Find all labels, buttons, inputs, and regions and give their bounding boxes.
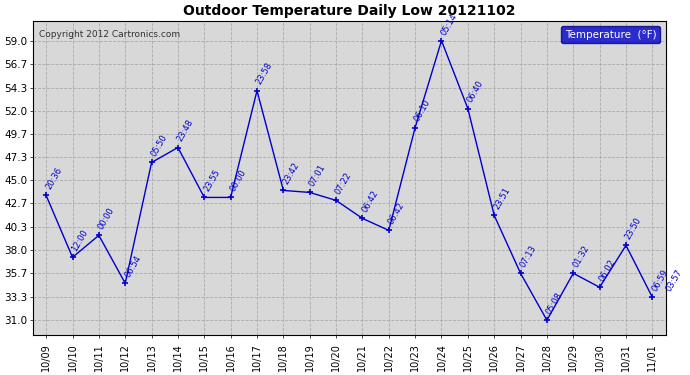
- Temperature  (°F): [437, 39, 446, 43]
- Text: 23:42: 23:42: [281, 161, 301, 186]
- Temperature  (°F): [68, 255, 77, 260]
- Text: 07:01: 07:01: [308, 163, 327, 188]
- Title: Outdoor Temperature Daily Low 20121102: Outdoor Temperature Daily Low 20121102: [183, 4, 515, 18]
- Text: 23:50: 23:50: [624, 216, 644, 241]
- Temperature  (°F): [358, 216, 366, 220]
- Temperature  (°F): [595, 285, 604, 290]
- Text: 03:57: 03:57: [664, 268, 684, 293]
- Temperature  (°F): [543, 318, 551, 322]
- Temperature  (°F): [490, 213, 498, 217]
- Text: 00:00: 00:00: [228, 168, 248, 193]
- Text: Copyright 2012 Cartronics.com: Copyright 2012 Cartronics.com: [39, 30, 180, 39]
- Text: 01:32: 01:32: [571, 244, 591, 269]
- Text: 07:22: 07:22: [334, 171, 353, 196]
- Temperature  (°F): [226, 195, 235, 200]
- Text: 12:00: 12:00: [70, 228, 90, 253]
- Text: 06:10: 06:10: [413, 98, 433, 123]
- Temperature  (°F): [569, 271, 578, 276]
- Temperature  (°F): [121, 281, 129, 285]
- Text: 05:50: 05:50: [149, 133, 169, 158]
- Temperature  (°F): [200, 195, 208, 200]
- Text: 06:40: 06:40: [466, 79, 485, 104]
- Temperature  (°F): [332, 198, 340, 202]
- Text: 06:42: 06:42: [360, 189, 380, 214]
- Text: 20:36: 20:36: [44, 166, 63, 191]
- Text: 23:51: 23:51: [492, 186, 512, 211]
- Temperature  (°F): [279, 188, 288, 193]
- Text: 06:02: 06:02: [598, 258, 617, 283]
- Text: 06:42: 06:42: [386, 201, 406, 226]
- Temperature  (°F): [411, 125, 420, 130]
- Text: 23:58: 23:58: [255, 61, 275, 87]
- Text: 05:14: 05:14: [440, 12, 459, 36]
- Text: 00:00: 00:00: [97, 206, 117, 231]
- Text: 23:55: 23:55: [202, 168, 221, 193]
- Temperature  (°F): [306, 190, 314, 195]
- Text: 05:08: 05:08: [544, 291, 564, 316]
- Legend: Temperature  (°F): Temperature (°F): [562, 26, 660, 43]
- Line: Temperature  (°F): Temperature (°F): [43, 37, 655, 324]
- Temperature  (°F): [384, 228, 393, 232]
- Text: 23:48: 23:48: [176, 118, 195, 143]
- Temperature  (°F): [648, 295, 656, 300]
- Temperature  (°F): [622, 243, 630, 248]
- Temperature  (°F): [42, 193, 50, 198]
- Text: 07:13: 07:13: [518, 244, 538, 269]
- Temperature  (°F): [253, 88, 261, 93]
- Temperature  (°F): [95, 233, 103, 238]
- Temperature  (°F): [174, 145, 182, 150]
- Temperature  (°F): [148, 160, 156, 165]
- Temperature  (°F): [464, 106, 472, 111]
- Text: 06:59: 06:59: [650, 268, 670, 293]
- Temperature  (°F): [516, 271, 524, 276]
- Text: 06:54: 06:54: [123, 254, 143, 279]
